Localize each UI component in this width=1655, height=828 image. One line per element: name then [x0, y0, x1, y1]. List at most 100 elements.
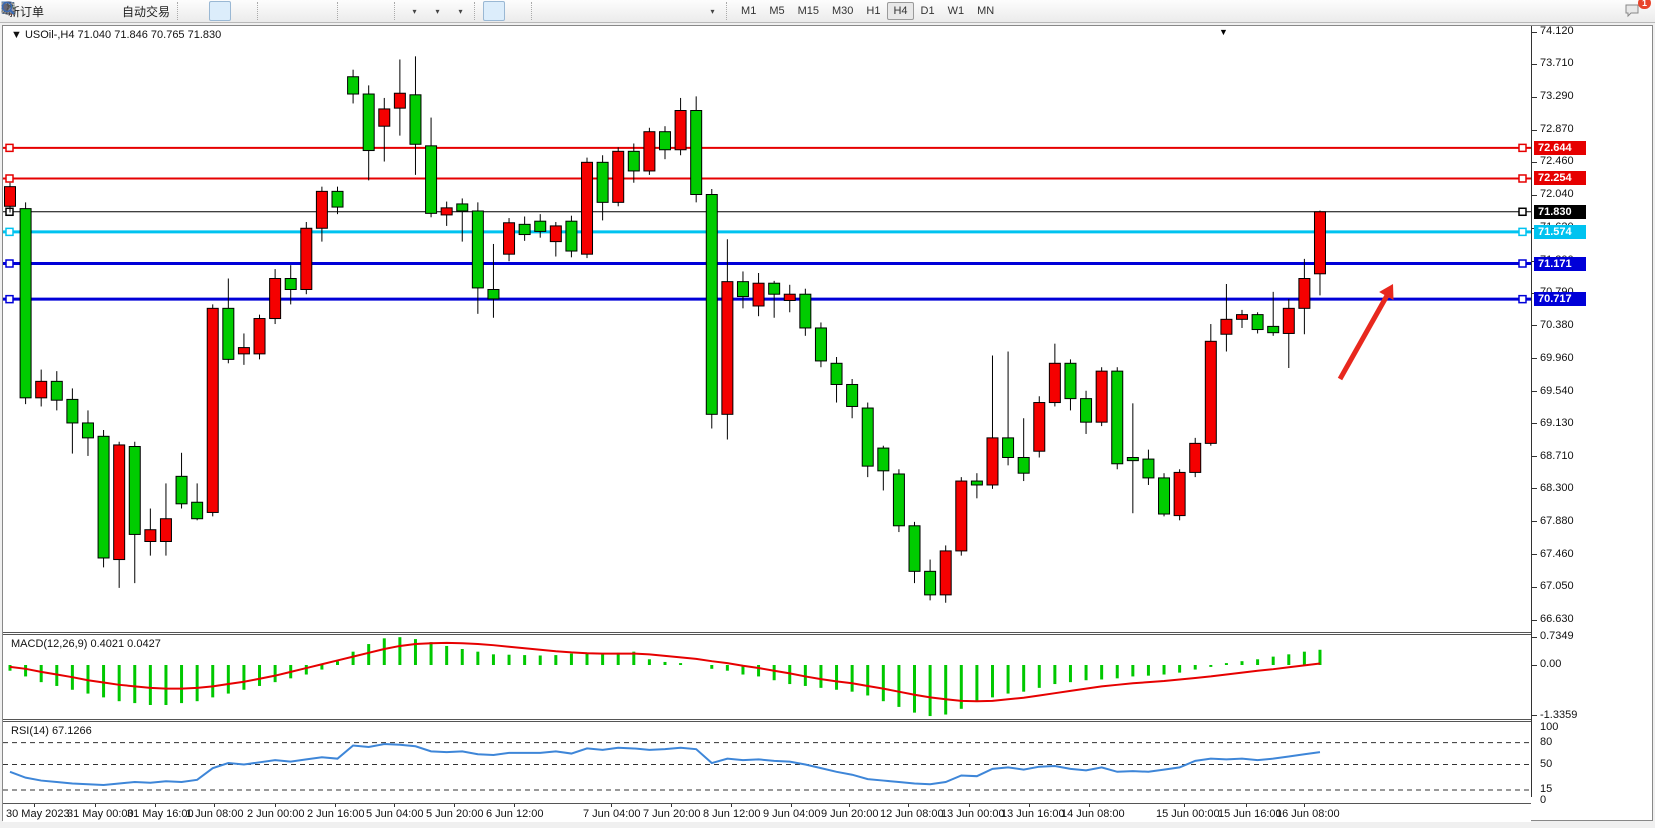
vline-button[interactable]	[7, 1, 562, 21]
candle	[612, 147, 625, 207]
shapes-button[interactable]: ▾	[2, 1, 723, 21]
time-tick-mark	[394, 804, 395, 807]
timeframe-button-m15[interactable]: M15	[797, 5, 819, 17]
dropdown-arrow-icon[interactable]: ▾	[710, 6, 715, 16]
level-handle-marker[interactable]	[1518, 227, 1527, 237]
candle	[830, 357, 843, 403]
level-handle-marker[interactable]	[1518, 259, 1527, 268]
timeframe-button-m30[interactable]: M30	[832, 5, 854, 17]
timeframe-button-m1[interactable]: M1	[741, 5, 757, 17]
new-order-button[interactable]: 新订单	[4, 1, 48, 21]
panel-separator[interactable]	[3, 719, 1531, 722]
candle-body	[128, 446, 141, 535]
line-chart-button[interactable]	[1, 1, 254, 21]
level-handle-marker[interactable]	[5, 259, 14, 268]
crosshair-button[interactable]	[2, 1, 528, 21]
candle-body	[768, 282, 781, 295]
cursor-button[interactable]	[5, 1, 506, 21]
level-handle-marker[interactable]	[5, 227, 14, 237]
tile-windows-button[interactable]	[2, 1, 334, 21]
candle	[1282, 298, 1295, 368]
candle	[237, 333, 250, 365]
gold-badge-button[interactable]	[2, 1, 71, 21]
macd-panel[interactable]	[3, 635, 1531, 719]
chart-shift-button[interactable]	[1, 1, 368, 21]
candle-body	[877, 447, 890, 472]
candle	[674, 97, 687, 156]
text-label-button[interactable]: T	[1, 1, 700, 21]
toolbar-separator	[177, 2, 182, 20]
auto-scroll-button[interactable]	[1, 1, 391, 21]
candle-body	[1064, 362, 1077, 400]
candle-body	[643, 131, 656, 172]
time-tick-label: 14 Jun 08:00	[1061, 808, 1125, 820]
rsi-panel[interactable]	[3, 722, 1531, 803]
annotation-arrow[interactable]	[1337, 284, 1394, 381]
candle-body	[1126, 456, 1139, 462]
level-handle-marker[interactable]	[5, 143, 14, 153]
level-handle-marker[interactable]	[1518, 294, 1527, 304]
time-tick-mark	[1304, 804, 1305, 807]
trendline-button[interactable]	[2, 1, 608, 21]
candle-body	[861, 407, 874, 467]
search-button[interactable]	[1, 1, 1615, 21]
autotrading-button[interactable]: 自动交易	[1, 1, 174, 21]
hline-button[interactable]	[2, 1, 585, 21]
price-tick-label: 68.710	[1540, 449, 1574, 462]
time-tick-mark	[454, 804, 455, 807]
channel-button[interactable]: E	[1, 1, 631, 21]
bar-chart-button[interactable]	[2, 1, 208, 21]
candlestick-button[interactable]	[2, 1, 232, 21]
new-chart-button[interactable]: ▾	[1, 1, 425, 21]
signal-button[interactable]	[1, 1, 117, 21]
template-button[interactable]: ▾	[1, 1, 471, 21]
timeframe-button-m5[interactable]: M5	[769, 5, 785, 17]
dropdown-arrow-icon[interactable]: ▾	[458, 6, 463, 16]
dropdown-arrow-icon[interactable]: ▾	[435, 6, 440, 16]
price-tick-mark	[1532, 488, 1537, 490]
candle	[81, 410, 94, 456]
time-tick-label: 6 Jun 12:00	[486, 808, 544, 820]
fibonacci-button[interactable]: F	[2, 1, 654, 21]
level-handle-marker[interactable]	[1518, 174, 1527, 183]
timeframe-button-h4[interactable]: H4	[887, 2, 914, 20]
timeframe-button-d1[interactable]: D1	[920, 5, 935, 17]
candle-body	[1142, 458, 1155, 479]
chart-window-button[interactable]	[1, 1, 94, 21]
candle-body	[440, 207, 453, 216]
candle-body	[970, 480, 983, 486]
candle	[159, 483, 172, 556]
zoom-out-button[interactable]	[2, 1, 311, 21]
time-axis[interactable]: 30 May 2023 31 May 00:00 31 May 16:00 1 Jun…	[3, 803, 1531, 822]
candle-body	[1158, 477, 1171, 515]
level-handle-marker[interactable]	[5, 174, 14, 183]
level-handle-marker[interactable]	[5, 294, 14, 304]
period-button[interactable]: ▾	[1, 1, 448, 21]
level-handle-marker[interactable]	[1518, 207, 1527, 217]
toolbar-separator	[257, 2, 262, 20]
candle	[924, 559, 937, 601]
chart-window[interactable]: ▼ USOil-,H4 71.040 71.846 70.765 71.830 …	[2, 25, 1653, 822]
time-tick-mark	[95, 804, 96, 807]
level-handle-marker[interactable]	[1518, 143, 1527, 153]
candle-body	[1048, 362, 1061, 404]
notifications-button[interactable]: 1	[1623, 0, 1651, 21]
candle-body	[144, 529, 157, 542]
panel-separator[interactable]	[3, 632, 1531, 635]
candle	[908, 521, 921, 584]
timeframe-button-mn[interactable]: MN	[977, 5, 995, 17]
text-button[interactable]: A	[4, 1, 677, 21]
time-tick-label: 7 Jun 20:00	[643, 808, 701, 820]
candle	[191, 483, 204, 521]
candle-body	[924, 570, 937, 596]
zoom-in-button[interactable]	[2, 1, 288, 21]
timeframe-button-w1[interactable]: W1	[947, 5, 965, 17]
candle	[658, 126, 671, 160]
price-tick-label: 72.460	[1540, 155, 1574, 168]
chart-shift-marker[interactable]: ▼	[1219, 27, 1228, 37]
dropdown-arrow-icon[interactable]: ▾	[412, 6, 417, 16]
price-axis[interactable]: 74.12073.71073.29072.87072.46072.04071.6…	[1531, 25, 1652, 806]
macd-signal-line	[9, 641, 1321, 703]
timeframe-button-h1[interactable]: H1	[866, 5, 881, 17]
price-chart[interactable]	[3, 26, 1531, 632]
